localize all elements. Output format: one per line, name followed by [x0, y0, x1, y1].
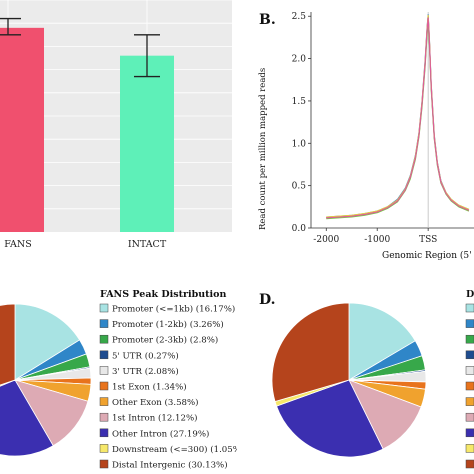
- second-pie-slice-9: [276, 379, 384, 458]
- fans-pie-slice-9: [0, 379, 54, 457]
- fans-pie-panel: FANS Peak Distribution Promoter (<=1kb) …: [0, 289, 237, 471]
- fans-legend-swatch: [99, 350, 109, 360]
- fans-legend-swatch: [99, 303, 109, 313]
- fans-legend-title: FANS Peak Distribution: [100, 289, 226, 300]
- second-legend-swatch: [465, 397, 474, 406]
- fans-legend-swatch: [99, 381, 109, 391]
- second-pie: [271, 302, 427, 458]
- fans-legend-label: 5' UTR (0.27%): [112, 350, 179, 361]
- line-y-tick-label: 2.5: [292, 12, 307, 22]
- fans-legend-swatch: [99, 319, 109, 328]
- fans-legend: Promoter (<=1kb) (16.17%) Promoter (1-2kb…: [99, 303, 237, 471]
- line-axes: [310, 12, 474, 229]
- line-series: [326, 13, 470, 220]
- second-legend-swatch: [465, 334, 474, 344]
- second-legend-swatch: [465, 350, 474, 360]
- bar-fans: [0, 27, 44, 233]
- second-legend-swatch: [465, 303, 474, 313]
- fans-legend-swatch: [99, 334, 109, 344]
- fans-pie: [0, 303, 92, 457]
- line-y-tick-label: 1.0: [292, 139, 307, 149]
- line-chart-panel: B. 0.0 0.5 1.0 1.5 2.0 2.5 -2000 -1000 TSS Read…: [258, 12, 474, 261]
- fans-legend-label: 1st Intron (12.12%): [112, 413, 197, 424]
- second-legend-swatch: [465, 381, 474, 391]
- line-y-tick-label: 1.5: [292, 97, 307, 107]
- second-legend-swatch: [465, 459, 474, 469]
- bar-intact: [120, 55, 174, 233]
- fans-legend-label: Promoter (1-2kb) (3.26%): [112, 319, 224, 330]
- line-series-4: [326, 14, 470, 218]
- bar-chart-panel: FANS INTACT: [0, 0, 232, 250]
- fans-legend-label: Other Intron (27.19%): [112, 428, 209, 439]
- fans-legend-label: 3' UTR (2.08%): [112, 366, 179, 377]
- line-y-axis-label: Read count per million mapped reads: [258, 68, 268, 230]
- second-pie-panel: D. D: [259, 289, 474, 469]
- bar-series: [0, 27, 174, 233]
- second-pie-slice-1: [348, 302, 416, 381]
- line-x-axis-label: Genomic Region (5': [382, 250, 472, 261]
- fans-legend-label: Other Exon (3.58%): [112, 397, 199, 408]
- fans-pie-slice-11: [0, 303, 16, 386]
- fans-legend-label: Promoter (2-3kb) (2.8%): [112, 335, 218, 346]
- second-pie-slice-11: [271, 302, 350, 402]
- fans-legend-swatch: [99, 397, 109, 406]
- line-y-tick-label: 0.5: [292, 182, 307, 192]
- fans-legend-label: 1st Exon (1.34%): [112, 382, 187, 393]
- fans-legend-label: Promoter (<=1kb) (16.17%): [112, 304, 235, 315]
- second-legend-swatch: [465, 412, 474, 422]
- fans-legend-swatch: [99, 412, 109, 422]
- line-series-5: [326, 21, 470, 220]
- line-series-1: [326, 13, 470, 218]
- second-legend-swatch: [465, 319, 474, 328]
- second-legend-swatch: [465, 366, 474, 375]
- second-legend-swatch: [465, 428, 474, 438]
- fans-legend-swatch: [99, 428, 109, 438]
- line-series-6: [326, 17, 470, 219]
- fans-legend-swatch: [99, 459, 109, 469]
- fans-legend-swatch: [99, 444, 109, 453]
- fans-pie-slice-1: [14, 303, 81, 381]
- line-series-2: [326, 18, 470, 219]
- fans-legend-label: Downstream (<=300) (1.05%): [112, 444, 237, 455]
- bar-x-tick-label: INTACT: [128, 239, 167, 250]
- line-x-tick-label: TSS: [419, 235, 437, 245]
- line-y-tick-label: 2.0: [292, 55, 307, 65]
- bar-x-tick-label: FANS: [4, 239, 31, 250]
- bar-x-tick-labels: FANS INTACT: [4, 239, 167, 250]
- second-legend-title-partial: D: [466, 289, 474, 300]
- error-bars: [0, 17, 160, 78]
- panel-b-label: B.: [259, 12, 276, 28]
- line-series-3: [326, 15, 470, 219]
- panel-d-label: D.: [259, 292, 276, 308]
- fans-legend-label: Distal Intergenic (30.13%): [112, 460, 228, 471]
- line-y-tick-label: 0.0: [292, 224, 307, 234]
- line-x-tick-label: -2000: [313, 235, 339, 245]
- fans-legend-swatch: [99, 366, 109, 375]
- second-legend-swatches: [465, 303, 474, 469]
- line-x-tick-label: -1000: [364, 235, 390, 245]
- second-legend-swatch: [465, 444, 474, 453]
- line-y-tick-labels: 0.0 0.5 1.0 1.5 2.0 2.5: [292, 12, 311, 234]
- line-x-tick-labels: -2000 -1000 TSS: [313, 228, 437, 245]
